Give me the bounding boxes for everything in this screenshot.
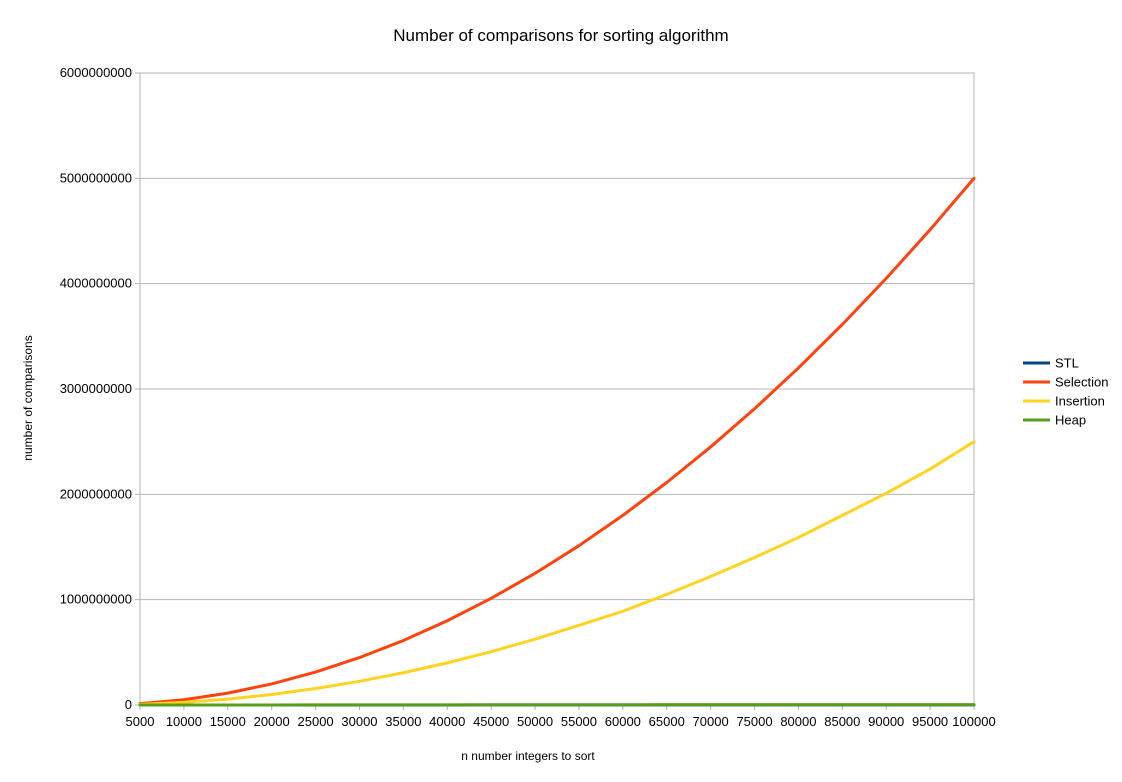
y-axis-label: number of comparisons — [21, 335, 35, 460]
x-tick-label-4: 25000 — [298, 714, 334, 729]
x-tick-label-14: 75000 — [736, 714, 772, 729]
legend-label-heap: Heap — [1055, 413, 1086, 428]
y-tick-label-0: 0 — [125, 697, 132, 712]
legend: STL Selection Insertion Heap — [1023, 356, 1108, 428]
y-tick-label-2: 2000000000 — [60, 486, 132, 501]
x-tick-label-2: 15000 — [210, 714, 246, 729]
x-tick-label-10: 55000 — [561, 714, 597, 729]
x-tick-label-1: 10000 — [166, 714, 202, 729]
x-axis-label: n number integers to sort — [461, 749, 595, 763]
x-tick-label-15: 80000 — [780, 714, 816, 729]
x-tick-label-8: 45000 — [473, 714, 509, 729]
legend-label-stl: STL — [1055, 356, 1079, 371]
legend-label-selection: Selection — [1055, 375, 1108, 390]
series-line-insertion — [138, 440, 976, 706]
x-tick-label-9: 50000 — [517, 714, 553, 729]
x-tick-label-18: 95000 — [912, 714, 948, 729]
y-tick-label-5: 5000000000 — [60, 170, 132, 185]
series-lines — [138, 176, 976, 707]
chart-title: Number of comparisons for sorting algori… — [393, 26, 728, 45]
grid-lines — [140, 72, 974, 706]
x-tick-label-16: 85000 — [824, 714, 860, 729]
x-tick-label-3: 20000 — [254, 714, 290, 729]
x-tick-label-19: 100000 — [952, 714, 995, 729]
legend-label-insertion: Insertion — [1055, 394, 1105, 409]
x-axis-ticks: 5000 10000 15000 20000 25000 30000 35000 40000 4… — [126, 705, 996, 729]
x-tick-label-0: 5000 — [126, 714, 155, 729]
y-axis-ticks: 0 1000000000 2000000000 3000000000 400000000… — [60, 65, 140, 712]
x-tick-label-17: 90000 — [868, 714, 904, 729]
x-tick-label-6: 35000 — [385, 714, 421, 729]
y-tick-label-6: 6000000000 — [60, 65, 132, 80]
x-tick-label-12: 65000 — [649, 714, 685, 729]
y-tick-label-4: 4000000000 — [60, 276, 132, 291]
y-tick-label-3: 3000000000 — [60, 381, 132, 396]
x-tick-label-11: 60000 — [605, 714, 641, 729]
x-tick-label-7: 40000 — [429, 714, 465, 729]
series-line-selection — [138, 176, 976, 706]
x-tick-label-5: 30000 — [341, 714, 377, 729]
x-tick-label-13: 70000 — [693, 714, 729, 729]
y-tick-label-1: 1000000000 — [60, 592, 132, 607]
